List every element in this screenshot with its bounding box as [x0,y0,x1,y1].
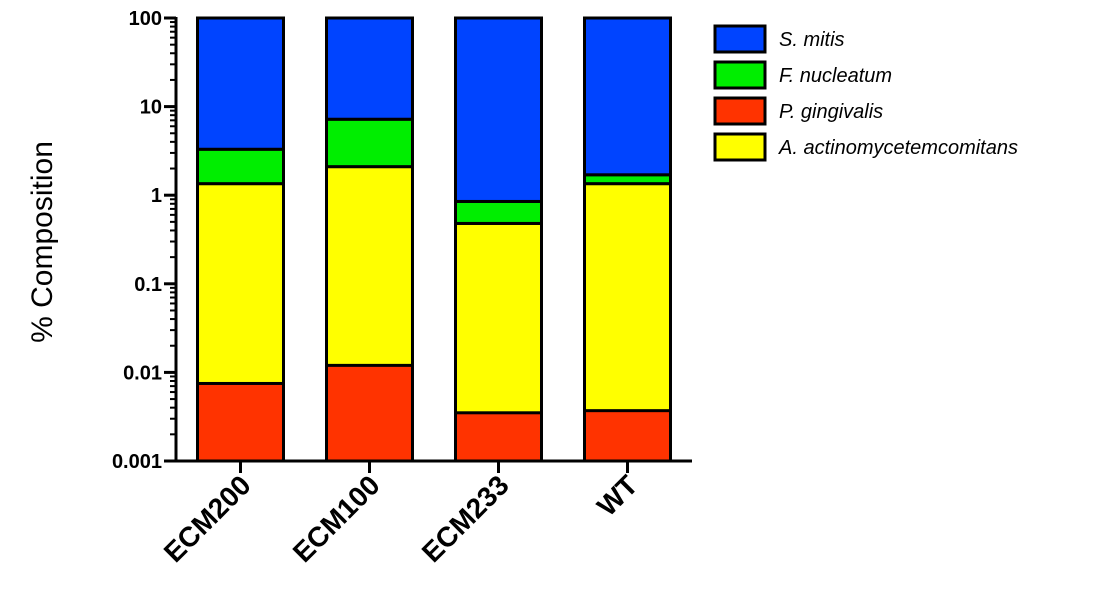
bar-segment-ecm233-1 [454,411,543,463]
bars-layer [196,16,672,463]
y-tick-label: 0.1 [134,274,162,296]
legend-swatch [713,132,767,162]
bar-segment-ecm233-3 [454,16,543,203]
y-tick-label: 0.001 [112,451,162,473]
y-tick-label: 10 [140,97,162,119]
y-tick-label: 0.01 [123,362,162,384]
bar-segment-ecm200-3 [196,16,285,151]
y-tick-label: 1 [151,185,162,207]
x-category-label: ECM200 [158,469,257,568]
bar-segment-ecm200-2 [196,147,285,186]
legend-label: F. nucleatum [779,65,892,87]
y-ticks: 0.001 0.01 0.1 1 10 100 [112,8,176,473]
legend-label: P. gingivalis [779,101,883,123]
bar-segment-ecm200-1 [196,381,285,463]
axes-layer [174,17,692,463]
y-tick-label: 100 [129,8,162,30]
legend-label: S. mitis [779,29,845,51]
legend-swatch [713,96,767,126]
y-axis-label: % Composition [26,141,59,343]
legend: S. mitis F. nucleatum P. gingivalis A. acti… [713,24,1018,162]
bar-segment-ecm100-1 [325,363,414,463]
x-ticks: ECM200 ECM100 ECM233 WT [158,461,644,568]
legend-label: A. actinomycetemcomitans [778,137,1018,159]
bar-segment-ecm100-3 [325,16,414,121]
bar-segment-wt-3 [583,16,672,177]
legend-swatch [713,24,767,54]
bar-segment-ecm233-2 [454,199,543,225]
legend-swatch [713,60,767,90]
x-category-label: WT [591,469,644,522]
bar-segment-ecm100-2 [325,117,414,169]
bar-segment-wt-1 [583,409,672,463]
x-category-label: ECM233 [416,469,515,568]
x-category-label: ECM100 [287,469,386,568]
